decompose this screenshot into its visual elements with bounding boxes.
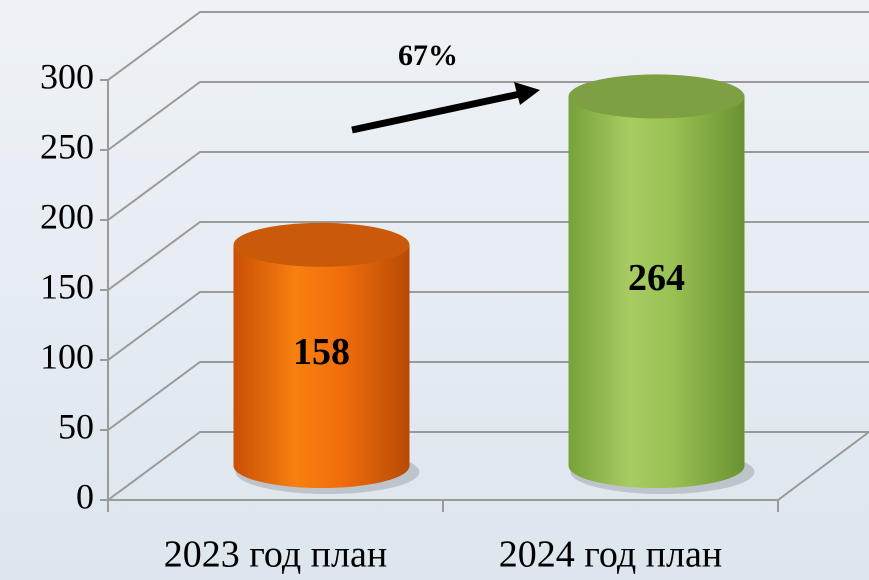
y-tick-label: 0	[76, 476, 94, 516]
cylinder	[568, 74, 755, 494]
arrow	[351, 90, 521, 134]
cylinder-body	[233, 244, 410, 488]
cylinder	[233, 222, 420, 494]
y-tick-label: 200	[40, 196, 94, 236]
y-tick-label: 250	[40, 126, 94, 166]
marks: 158 264	[233, 74, 755, 494]
data-label: 264	[628, 257, 685, 299]
y-tick-label: 50	[58, 406, 94, 446]
cylinder-top	[568, 74, 745, 119]
grid-line	[107, 11, 869, 81]
cylinder-top	[233, 222, 410, 267]
cylinder-body	[568, 96, 745, 489]
annotation: 67%	[398, 39, 458, 72]
x-tick-label: 2024 год план	[499, 534, 722, 576]
data-label: 158	[293, 331, 350, 373]
x-tick-label: 2023 год план	[164, 534, 387, 576]
arrow-head	[514, 82, 540, 105]
y-tick-label: 100	[40, 336, 94, 376]
y-tick-label: 300	[40, 56, 94, 96]
y-tick-label: 150	[40, 266, 94, 306]
